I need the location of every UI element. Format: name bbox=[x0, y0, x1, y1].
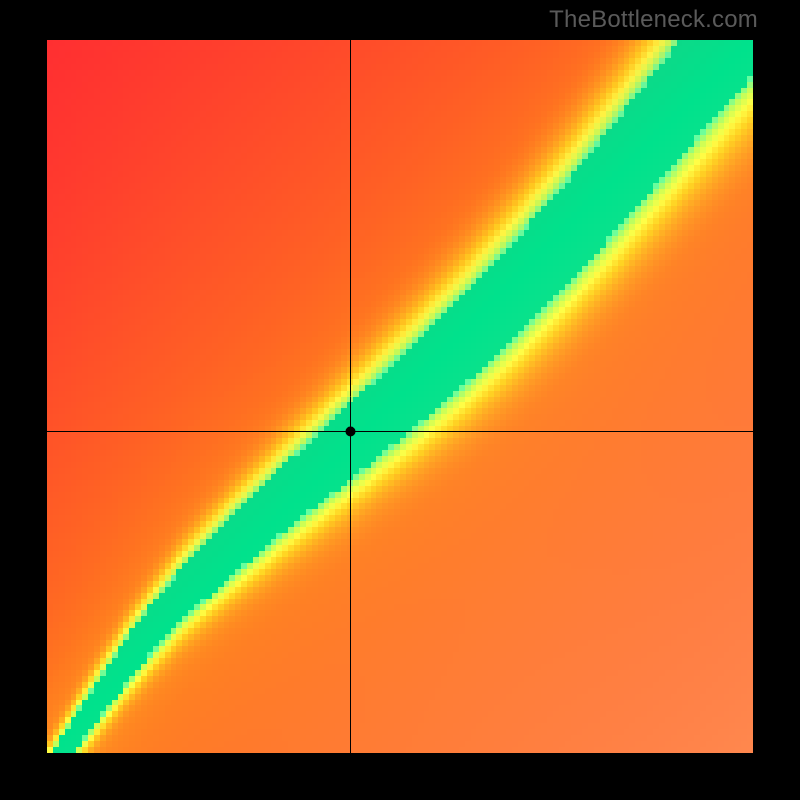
crosshair-overlay bbox=[47, 40, 753, 753]
frame: TheBottleneck.com bbox=[0, 0, 800, 800]
plot-area bbox=[47, 40, 753, 753]
watermark-text: TheBottleneck.com bbox=[549, 6, 758, 34]
